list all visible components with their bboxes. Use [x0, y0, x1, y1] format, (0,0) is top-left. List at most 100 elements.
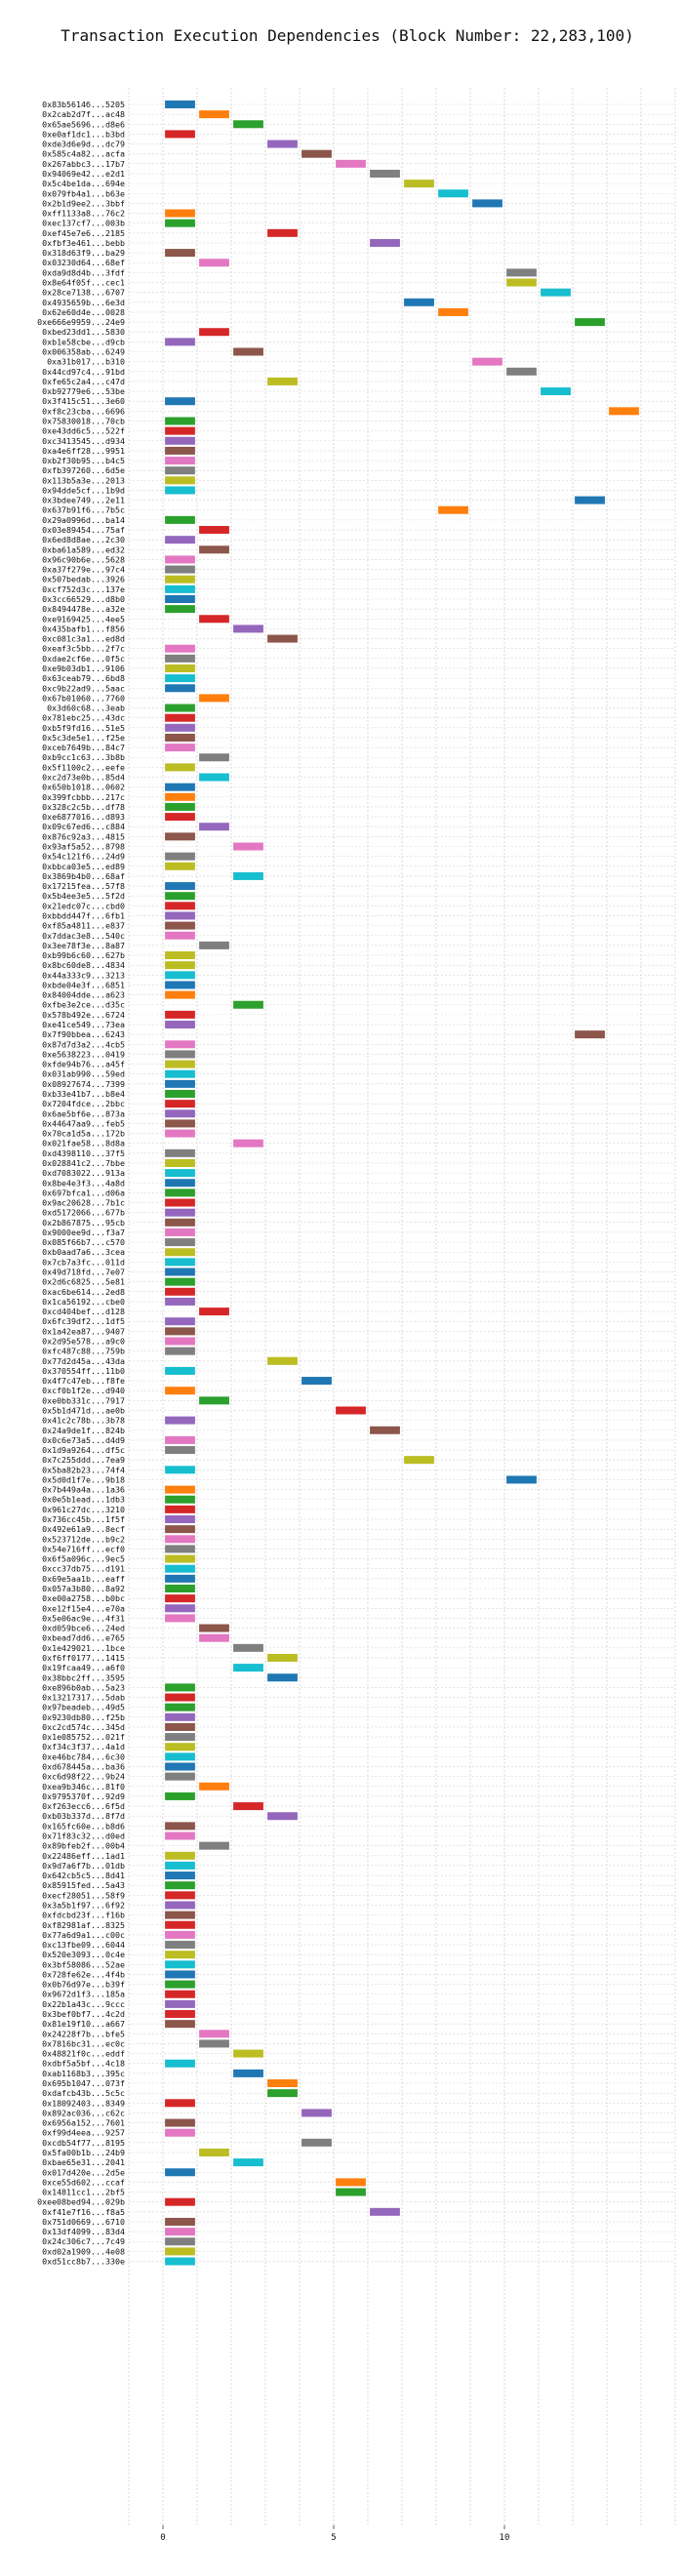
transaction-label: 0x70ca1d5a...172b — [42, 1129, 125, 1139]
x-tick-label: 10 — [500, 2533, 510, 2543]
transaction-bar — [609, 407, 639, 416]
transaction-label: 0x2b867875...95cb — [42, 1218, 125, 1228]
transaction-label: 0x14811cc1...2bf5 — [42, 2188, 125, 2197]
transaction-bar — [165, 1297, 195, 1306]
transaction-label: 0x65ae5696...d8e6 — [42, 119, 125, 129]
transaction-bar — [165, 1129, 195, 1138]
transaction-label: 0x7f90bbea...6243 — [42, 1029, 125, 1039]
transaction-bar — [165, 1169, 195, 1178]
transaction-label: 0x7816bc31...ec0c — [42, 2038, 125, 2048]
grid-layer — [128, 88, 676, 2525]
transaction-bar — [165, 101, 195, 108]
transaction-label: 0x44647aa9...feb5 — [42, 1118, 125, 1128]
transaction-bar — [336, 2188, 366, 2196]
transaction-label: 0x24a9de1f...824b — [42, 1426, 125, 1435]
transaction-bar — [165, 2010, 195, 2019]
transaction-bar — [165, 1911, 195, 1919]
transaction-bar — [165, 1733, 195, 1742]
transaction-bar — [165, 783, 195, 791]
transaction-label: 0x0c6e73a5...d4d9 — [42, 1435, 125, 1445]
transaction-bar — [165, 1277, 195, 1286]
transaction-label: 0x44a333c9...3213 — [42, 970, 125, 980]
transaction-bar — [165, 1990, 195, 1998]
transaction-bar — [165, 1208, 195, 1217]
transaction-bar — [165, 1525, 195, 1534]
transaction-label: 0xe00a2758...b0bc — [42, 1593, 125, 1603]
transaction-label: 0xd02a1909...4e08 — [42, 2246, 125, 2256]
transaction-label: 0x6956a152...7601 — [42, 2118, 125, 2128]
transaction-label: 0x24c306c7...7c49 — [42, 2236, 125, 2246]
transaction-label: 0xb92779e6...53be — [42, 386, 125, 396]
transaction-bar — [165, 2099, 195, 2108]
transaction-label: 0x93af5a52...8798 — [42, 842, 125, 852]
transaction-bar — [267, 1812, 298, 1821]
transaction-bar — [165, 1535, 195, 1544]
transaction-label: 0x75830018...70cb — [42, 416, 125, 425]
transaction-bar — [165, 733, 195, 742]
transaction-bar — [165, 1545, 195, 1553]
transaction-label: 0x13df4099...83d4 — [42, 2227, 125, 2236]
bar-layer — [165, 101, 639, 2266]
transaction-label: 0xda9d8d4b...3fdf — [42, 267, 125, 277]
transaction-label: 0x318d63f9...ba29 — [42, 248, 125, 258]
transaction-label: 0x9230db80...f25b — [42, 1712, 125, 1722]
transaction-label: 0x031ab990...59ed — [42, 1069, 125, 1079]
transaction-bar — [336, 159, 366, 168]
transaction-label: 0x642cb5c5...8d41 — [42, 1871, 125, 1880]
transaction-bar — [165, 1218, 195, 1227]
transaction-bar — [267, 1356, 298, 1365]
transaction-label: 0x2d95e578...a9c0 — [42, 1337, 125, 1347]
transaction-label: 0x728fe62e...4f4b — [42, 1969, 125, 1979]
transaction-label: 0xe43dd6c5...522f — [42, 426, 125, 436]
transaction-bar — [165, 2020, 195, 2029]
transaction-bar — [199, 1624, 229, 1632]
transaction-label: 0x89bfeb2f...00b4 — [42, 1841, 125, 1851]
transaction-bar — [541, 288, 571, 297]
transaction-label: 0x03230d64...68ef — [42, 258, 125, 267]
transaction-label: 0x7cb7a3fc...011d — [42, 1257, 125, 1267]
transaction-label: 0x3f415c51...3e60 — [42, 396, 125, 406]
transaction-label: 0x1a42ea87...9407 — [42, 1326, 125, 1336]
transaction-bar — [165, 2197, 195, 2206]
transaction-label: 0xfde94b76...a45f — [42, 1060, 125, 1069]
transaction-label: 0xf6ff0177...1415 — [42, 1653, 125, 1663]
transaction-bar — [165, 981, 195, 989]
transaction-bar — [506, 278, 537, 287]
transaction-bar — [165, 1485, 195, 1494]
transaction-bar — [165, 1188, 195, 1197]
transaction-bar — [165, 1951, 195, 1959]
transaction-bar — [165, 1435, 195, 1444]
transaction-label: 0x85915fed...5a43 — [42, 1880, 125, 1890]
transaction-bar — [506, 268, 537, 277]
transaction-bar — [165, 1743, 195, 1751]
transaction-bar — [165, 723, 195, 732]
transaction-label: 0x97beadeb...49d5 — [42, 1703, 125, 1712]
transaction-label: 0x84004dde...a623 — [42, 990, 125, 1000]
transaction-bar — [165, 1228, 195, 1236]
transaction-bar — [301, 1377, 332, 1386]
transaction-bar — [199, 941, 229, 949]
transaction-label: 0x267abbc3...17b7 — [42, 159, 125, 169]
transaction-label: 0x9795370f...92d9 — [42, 1791, 125, 1801]
transaction-bar — [438, 505, 468, 514]
transaction-label: 0x5e06ac9e...4f31 — [42, 1613, 125, 1623]
transaction-bar — [165, 990, 195, 999]
transaction-label: 0xea9b346c...81f0 — [42, 1782, 125, 1791]
transaction-label: 0xd5172066...677b — [42, 1208, 125, 1218]
transaction-label: 0x5c4be1da...694e — [42, 179, 125, 188]
transaction-label: 0x08927674...7399 — [42, 1079, 125, 1089]
transaction-label: 0x328c2c5b...df78 — [42, 802, 125, 812]
transaction-bar — [165, 902, 195, 910]
transaction-label: 0x3bef0bf7...4c2d — [42, 2009, 125, 2019]
transaction-bar — [165, 476, 195, 485]
transaction-label: 0x0b76d97e...b39f — [42, 1980, 125, 1990]
transaction-bar — [165, 1881, 195, 1890]
transaction-bar — [541, 387, 571, 396]
transaction-label: 0x7ddac3e8...540c — [42, 931, 125, 941]
transaction-label: 0xee08bed94...029b — [37, 2197, 125, 2207]
transaction-bar — [165, 1791, 195, 1800]
transaction-label: 0x28ce7138...6707 — [42, 288, 125, 298]
transaction-bar — [165, 1337, 195, 1346]
transaction-label: 0xfbe3e2ce...d35c — [42, 1000, 125, 1010]
